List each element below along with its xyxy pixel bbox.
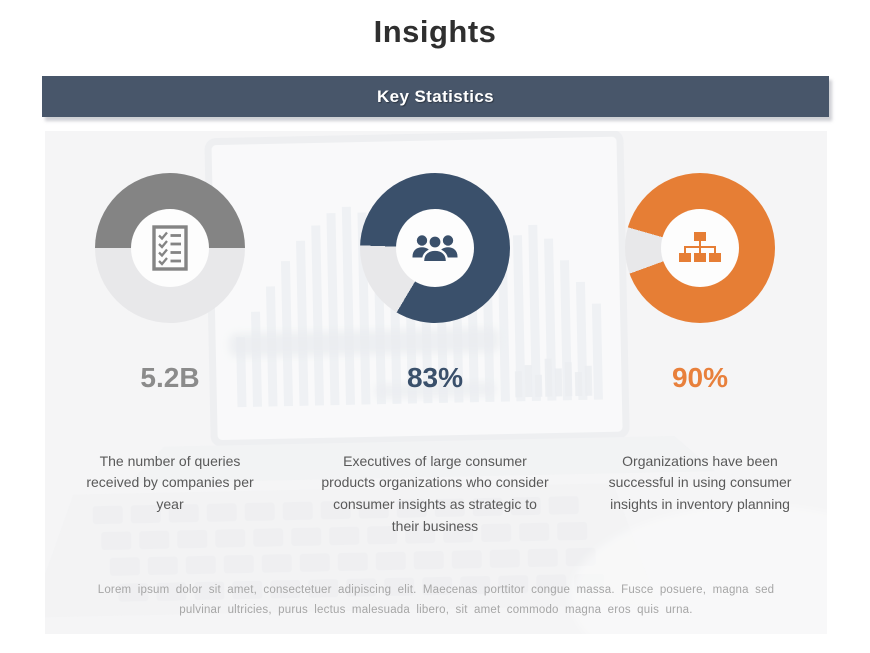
stat-card-queries: 5.2B The number of queries received by c…: [50, 173, 290, 516]
donut-chart-organizations: [625, 173, 775, 323]
stat-value: 83%: [406, 362, 464, 393]
stat-value: 5.2B: [140, 362, 200, 393]
donut-chart-queries: [95, 173, 245, 323]
page-title: Insights: [373, 14, 497, 49]
stat-value: 90%: [671, 362, 729, 393]
stat-description: Executives of large consumer products or…: [321, 452, 549, 534]
donut-chart-executives: [360, 173, 510, 323]
people-group-icon: [412, 234, 458, 264]
checklist-icon: [152, 225, 188, 271]
org-chart-icon: [679, 232, 721, 262]
donut-hole: [396, 209, 474, 287]
stat-description: The number of queries received by compan…: [86, 452, 254, 512]
stat-description: Organizations have been successful in us…: [608, 452, 792, 512]
key-statistics-banner: Key Statistics: [42, 76, 829, 117]
footer-placeholder-text: Lorem ipsum dolor sit amet, consectetuer…: [97, 584, 775, 616]
donut-hole: [131, 209, 209, 287]
stat-card-organizations: 90% Organizations have been successful i…: [580, 173, 820, 516]
banner-label: Key Statistics: [376, 86, 495, 106]
stat-card-executives: 83% Executives of large consumer product…: [315, 173, 555, 537]
donut-hole: [661, 209, 739, 287]
statistics-panel: 5.2B The number of queries received by c…: [45, 131, 827, 634]
